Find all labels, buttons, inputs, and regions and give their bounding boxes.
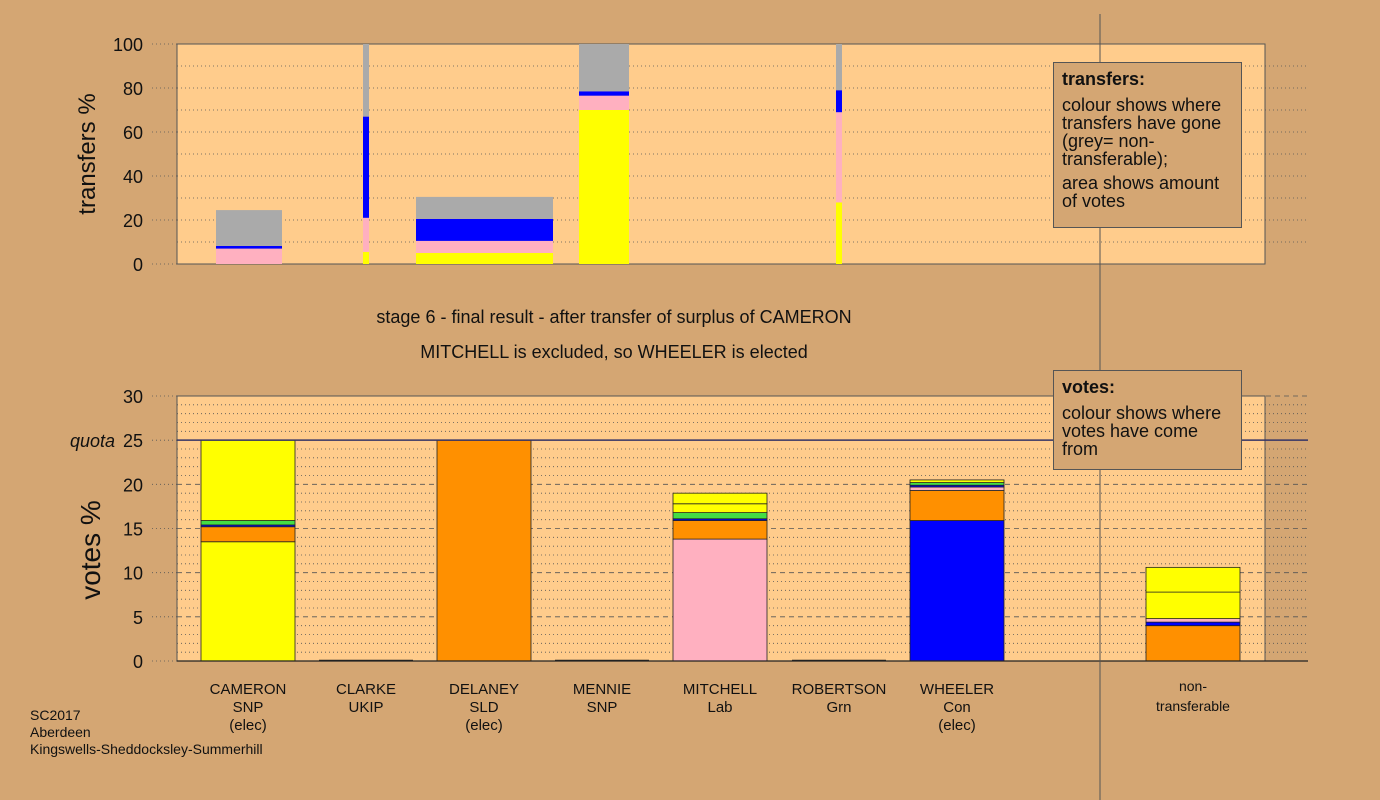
transfer-segment-mennie — [579, 44, 629, 92]
transfers-tick-label: 80 — [123, 79, 143, 99]
transfer-segment-mennie — [579, 95, 629, 110]
vote-segment-wheeler — [909, 520, 1005, 662]
transfer-segment-delaney — [416, 240, 553, 253]
transfer-segment-mennie — [579, 110, 629, 264]
transfer-segment-delaney — [416, 253, 553, 264]
vote-segment-mitchell — [672, 492, 768, 505]
legend-transfers-text2: area shows amount of votes — [1062, 173, 1220, 211]
vote-segment-mitchell — [672, 503, 768, 513]
votes-y-label: votes % — [75, 500, 106, 600]
votes-bars — [200, 439, 1241, 662]
transfer-segment-clarke — [363, 44, 369, 117]
candidate-label-wheeler: Con — [943, 699, 971, 716]
candidate-label-cameron: (elec) — [229, 717, 267, 734]
vote-segment-non-transferable — [1145, 591, 1241, 619]
legend-transfers: transfers: colour shows where transfers … — [1053, 62, 1242, 228]
transfer-segment-delaney — [416, 218, 553, 241]
candidate-label-delaney: (elec) — [465, 717, 503, 734]
vote-segment-wheeler — [909, 486, 1005, 491]
candidate-label-wheeler: (elec) — [938, 717, 976, 734]
candidate-label-delaney: DELANEY — [449, 681, 519, 698]
quota-label: quota — [70, 431, 115, 451]
transfers-y-ticks: 0 20 40 60 80 100 — [113, 35, 177, 275]
transfers-bars — [216, 44, 842, 264]
vote-segment-non-transferable — [1145, 566, 1241, 593]
candidate-label-mennie: MENNIE — [573, 681, 631, 698]
votes-tick-label: 0 — [133, 652, 143, 672]
votes-tick-label: 15 — [123, 520, 143, 540]
candidate-label-cameron: CAMERON — [210, 681, 287, 698]
candidate-label-wheeler: WHEELER — [920, 681, 994, 698]
votes-tick-label: 10 — [123, 564, 143, 584]
vote-segment-mitchell — [672, 538, 768, 662]
legend-transfers-text1: colour shows where transfers have gone (… — [1062, 95, 1222, 169]
votes-tick-label: 25 — [123, 431, 143, 451]
transfers-tick-label: 60 — [123, 123, 143, 143]
footer-line3: Kingswells-Sheddocksley-Summerhill — [30, 741, 263, 757]
legend-votes: votes: colour shows where votes have com… — [1053, 370, 1242, 470]
vote-segment-non-transferable — [1145, 621, 1241, 627]
candidate-label-robertson: ROBERTSON — [792, 681, 887, 698]
transfer-segment-cameron — [216, 210, 282, 246]
transfer-segment-robertson — [836, 202, 842, 264]
candidate-label-delaney: SLD — [469, 699, 498, 716]
vote-segment-non-transferable — [1145, 618, 1241, 623]
transfers-y-label: transfers % — [74, 93, 101, 214]
candidate-label-cameron: SNP — [233, 699, 264, 716]
legend-transfers-title: transfers: — [1062, 69, 1146, 89]
transfer-segment-cameron — [216, 248, 282, 264]
legend-votes-text: colour shows where votes have come from — [1062, 403, 1222, 459]
transfer-segment-clarke — [363, 217, 369, 252]
candidate-label-clarke: CLARKE — [336, 681, 396, 698]
votes-tick-label: 5 — [133, 608, 143, 628]
transfer-segment-clarke — [363, 251, 369, 264]
nontransferable-label: transferable — [1156, 698, 1230, 714]
transfers-tick-label: 40 — [123, 167, 143, 187]
vote-segment-non-transferable — [1145, 625, 1241, 662]
candidate-label-robertson: Grn — [826, 699, 851, 716]
transfer-segment-clarke — [363, 116, 369, 218]
stage-title: stage 6 - final result - after transfer … — [376, 307, 851, 327]
legend-votes-title: votes: — [1062, 377, 1116, 397]
candidate-label-mennie: SNP — [587, 699, 618, 716]
vote-segment-cameron — [200, 526, 296, 543]
vote-segment-cameron — [200, 541, 296, 662]
candidate-label-mitchell: Lab — [707, 699, 732, 716]
transfers-tick-label: 100 — [113, 35, 143, 55]
nontransferable-label: non- — [1179, 678, 1207, 694]
transfers-tick-label: 0 — [133, 255, 143, 275]
vote-segment-wheeler — [909, 479, 1005, 483]
votes-gridlines — [177, 395, 1308, 653]
vote-segment-cameron — [200, 520, 296, 526]
votes-tick-label: 20 — [123, 475, 143, 495]
transfer-segment-mennie — [579, 91, 629, 96]
votes-tick-label: 30 — [123, 387, 143, 407]
stage-subtitle: MITCHELL is excluded, so WHEELER is elec… — [420, 342, 807, 362]
vote-segment-mitchell — [672, 520, 768, 540]
candidate-labels: CAMERONSNP(elec)CLARKEUKIPDELANEYSLD(ele… — [210, 678, 1231, 734]
candidate-label-clarke: UKIP — [348, 699, 383, 716]
transfer-segment-cameron — [216, 245, 282, 249]
footer-line1: SC2017 — [30, 707, 81, 723]
transfer-segment-robertson — [836, 90, 842, 113]
vote-segment-cameron — [200, 439, 296, 521]
vote-segment-delaney — [436, 439, 532, 662]
vote-segment-mitchell — [672, 512, 768, 520]
footer: SC2017 Aberdeen Kingswells-Sheddocksley-… — [30, 707, 263, 758]
vote-segment-wheeler — [909, 490, 1005, 521]
footer-line2: Aberdeen — [30, 724, 91, 740]
transfer-segment-delaney — [416, 196, 553, 219]
transfer-segment-robertson — [836, 112, 842, 203]
candidate-label-mitchell: MITCHELL — [683, 681, 757, 698]
transfer-segment-robertson — [836, 44, 842, 91]
votes-y-ticks: 0 5 10 15 20 25 30 — [123, 387, 177, 672]
transfers-tick-label: 20 — [123, 211, 143, 231]
